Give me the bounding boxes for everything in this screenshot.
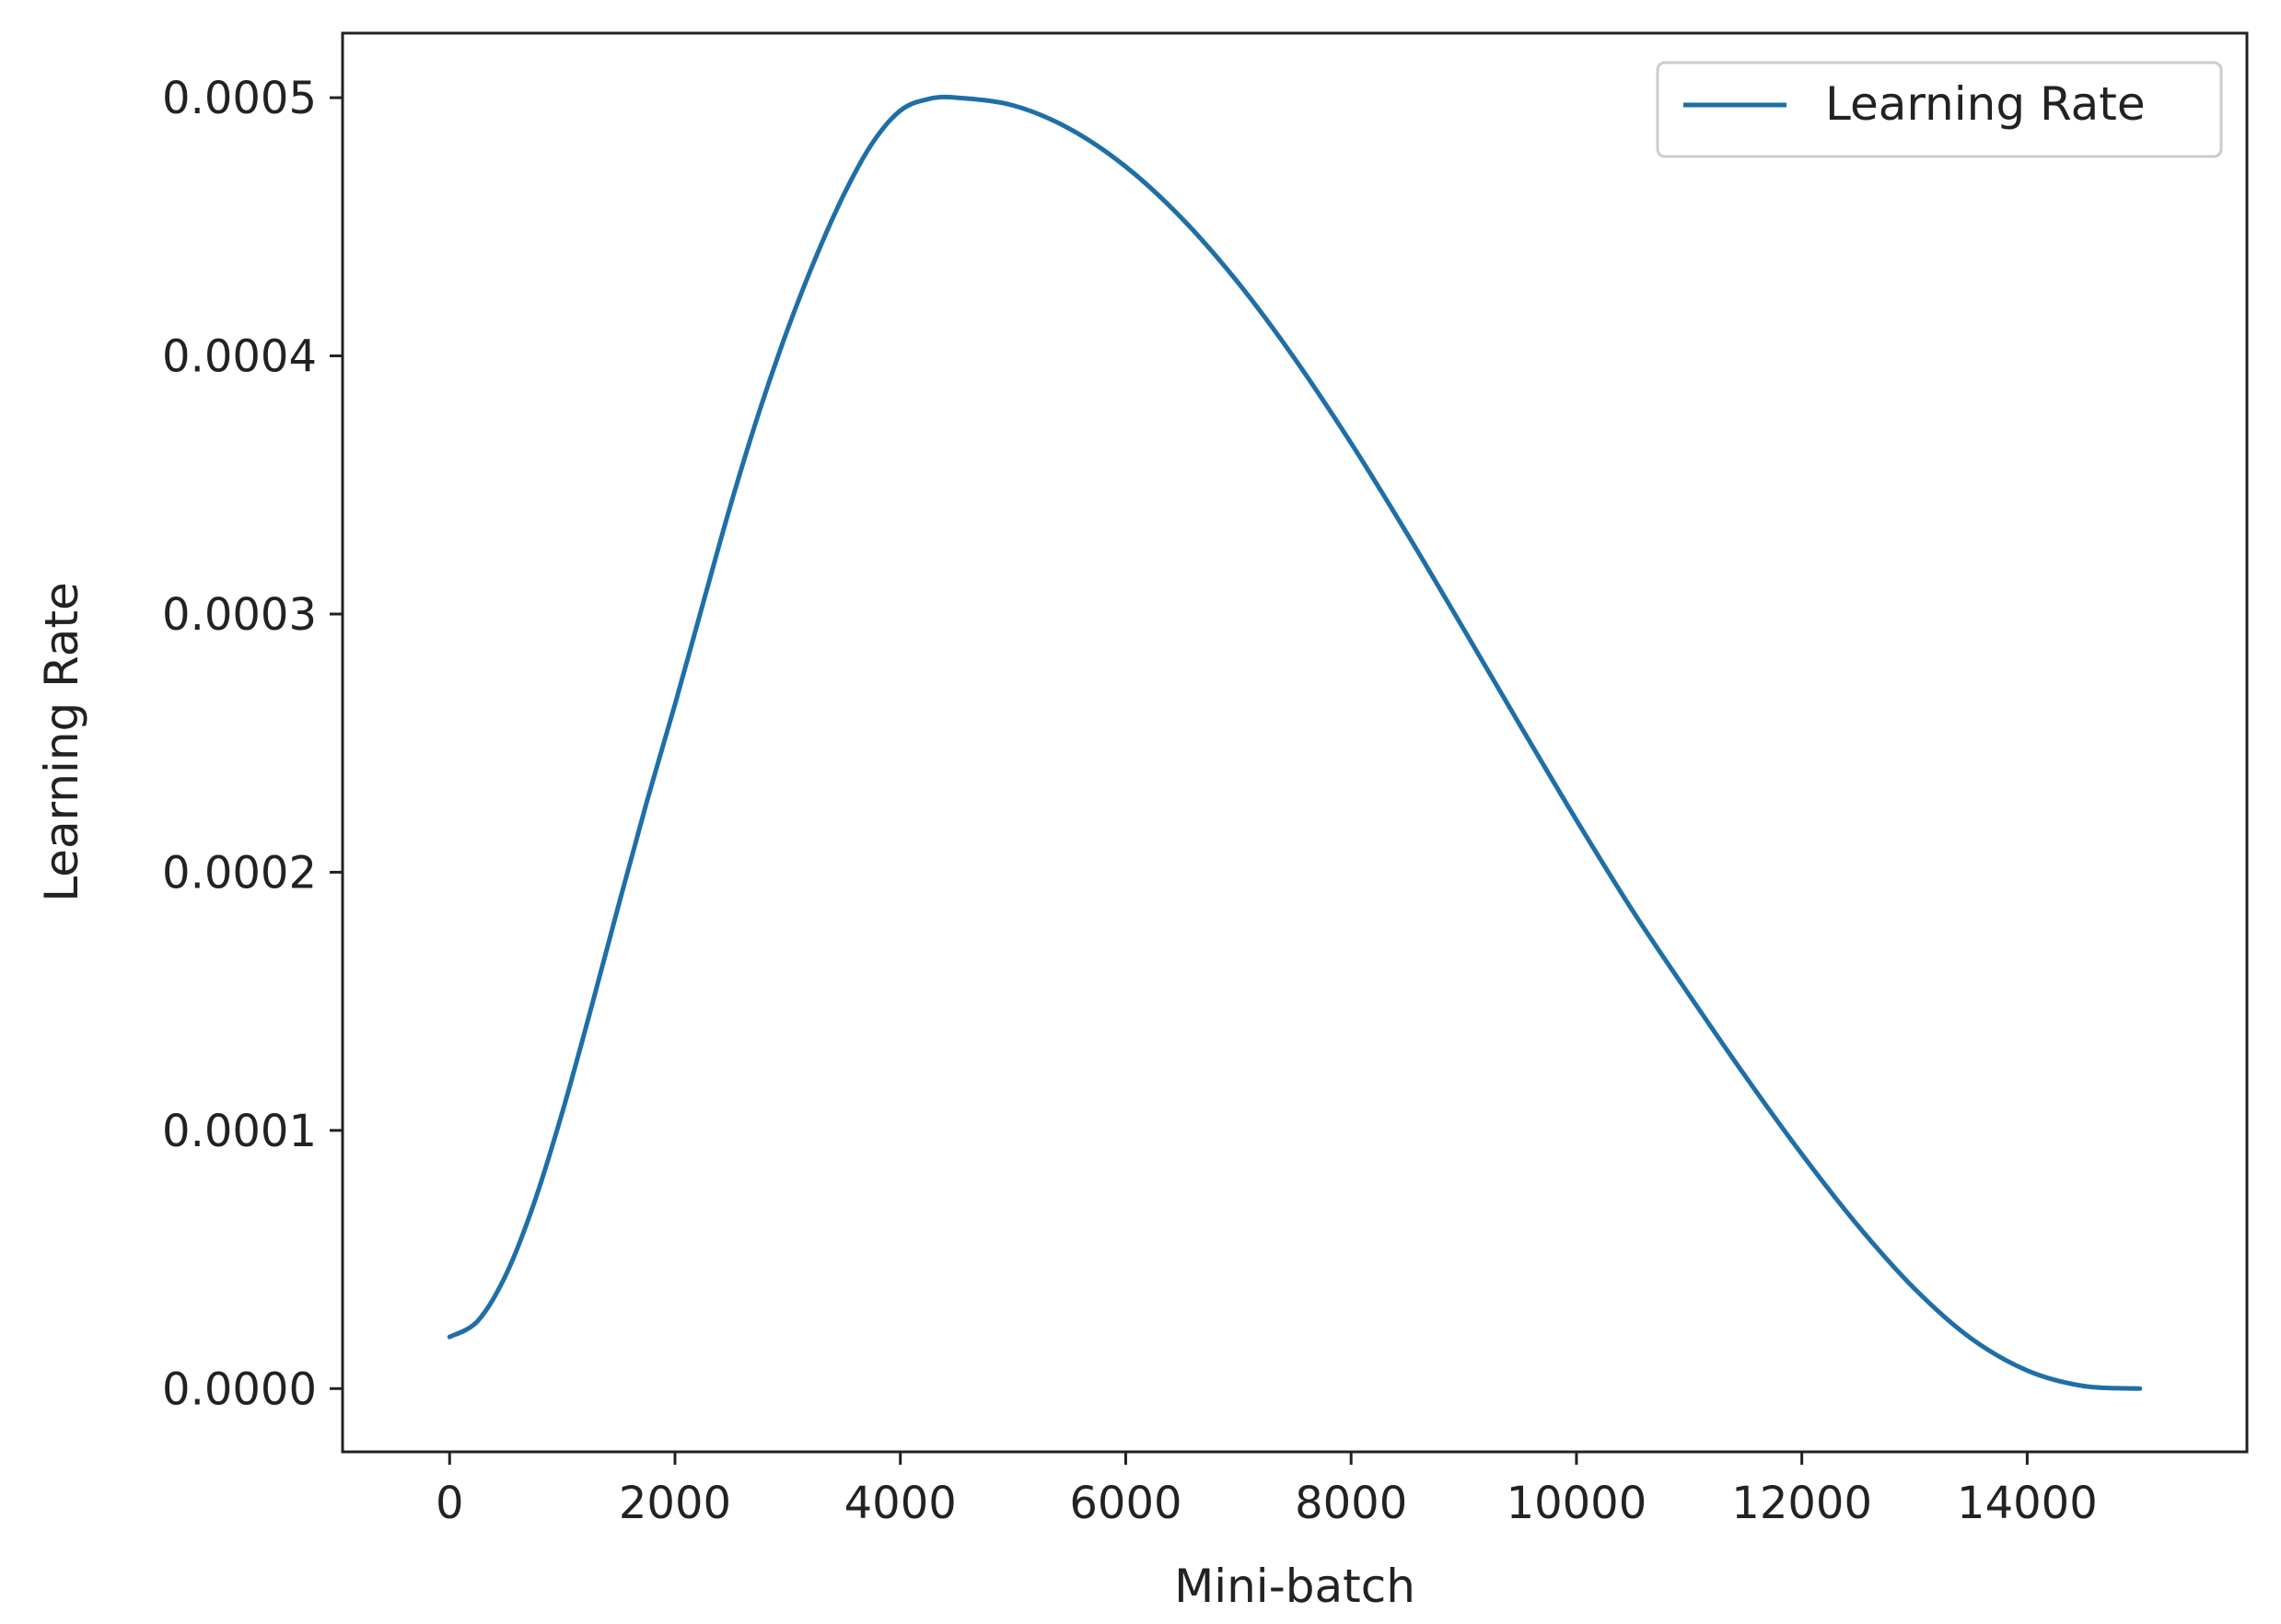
x-tick-label: 0 bbox=[436, 1478, 464, 1529]
y-axis-ticks: 0.0000 0.0001 0.0002 0.0003 0.0004 0.0005 bbox=[162, 73, 343, 1415]
y-tick-label: 0.0005 bbox=[162, 73, 317, 124]
y-tick-label: 0.0001 bbox=[162, 1106, 317, 1157]
y-tick-label: 0.0002 bbox=[162, 847, 317, 899]
legend: Learning Rate bbox=[1656, 61, 2223, 158]
legend-box bbox=[1656, 61, 2223, 158]
y-tick-label: 0.0003 bbox=[162, 589, 317, 641]
x-tick-label: 6000 bbox=[1069, 1478, 1181, 1529]
x-axis-label: Mini-batch bbox=[1174, 1560, 1415, 1613]
x-axis-ticks: 0 2000 4000 6000 8000 10000 12000 14000 bbox=[436, 1452, 2098, 1529]
series-line-learning-rate bbox=[447, 94, 2143, 1391]
x-tick-label: 14000 bbox=[1957, 1478, 2098, 1529]
x-tick-label: 8000 bbox=[1295, 1478, 1407, 1529]
x-tick-label: 10000 bbox=[1507, 1478, 1647, 1529]
y-tick-label: 0.0000 bbox=[162, 1363, 317, 1415]
y-axis-label: Learning Rate bbox=[35, 582, 88, 902]
legend-label-learning-rate: Learning Rate bbox=[1825, 77, 2146, 131]
plot-area-frame bbox=[341, 31, 2249, 1454]
y-tick-label: 0.0004 bbox=[162, 331, 317, 383]
x-tick-label: 4000 bbox=[844, 1478, 957, 1529]
x-tick-label: 2000 bbox=[619, 1478, 731, 1529]
x-tick-label: 12000 bbox=[1731, 1478, 1872, 1529]
